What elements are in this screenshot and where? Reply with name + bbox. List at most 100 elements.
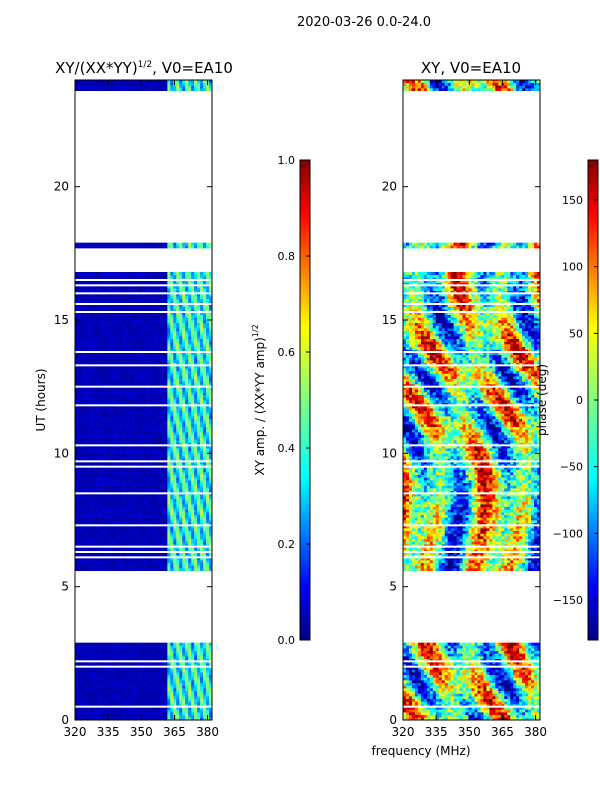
heatmap-cell (98, 688, 103, 692)
heatmap-cell (125, 488, 129, 492)
heatmap-cell (146, 445, 150, 449)
heatmap-cell (101, 434, 106, 438)
heatmap-cell (140, 429, 144, 433)
heatmap-cell (101, 538, 106, 542)
heatmap-cell (191, 690, 195, 694)
heatmap-cell (158, 485, 162, 489)
heatmap-cell (80, 650, 85, 654)
heatmap-cell (209, 693, 212, 697)
heatmap-cell (86, 405, 91, 409)
heatmap-cell (200, 653, 204, 657)
heatmap-cell (89, 362, 94, 366)
heatmap-cell (194, 488, 198, 492)
heatmap-cell (200, 450, 204, 454)
heatmap-cell (143, 538, 147, 542)
heatmap-cell (209, 362, 212, 366)
heatmap-cell (170, 525, 174, 529)
heatmap-cell (158, 677, 162, 681)
heatmap-cell (113, 357, 118, 361)
heatmap-cell (104, 666, 109, 670)
heatmap-cell (98, 525, 103, 529)
heatmap-cell (107, 488, 112, 492)
heatmap-cell (125, 520, 129, 524)
heatmap-cell (80, 373, 85, 377)
heatmap-cell (101, 525, 106, 529)
heatmap-cell (209, 448, 212, 452)
heatmap-cell (140, 698, 144, 702)
heatmap-cell (209, 386, 212, 390)
heatmap-cell (155, 437, 159, 441)
heatmap-cell (176, 368, 180, 372)
heatmap-cell (167, 400, 171, 404)
heatmap-cell (206, 685, 210, 689)
heatmap-cell (161, 645, 165, 649)
heatmap-cell (116, 400, 121, 404)
heatmap-cell (86, 656, 91, 660)
heatmap-cell (164, 485, 168, 489)
heatmap-cell (152, 565, 156, 569)
heatmap-cell (107, 440, 112, 444)
heatmap-cell (197, 666, 201, 670)
heatmap-cell (86, 490, 91, 494)
heatmap-cell (116, 493, 121, 497)
heatmap-cell (188, 658, 192, 662)
heatmap-cell (194, 568, 198, 572)
heatmap-cell (140, 466, 144, 470)
heatmap-cell (185, 498, 189, 502)
heatmap-cell (137, 450, 141, 454)
heatmap-cell (86, 466, 91, 470)
heatmap-cell (152, 477, 156, 481)
heatmap-cell (146, 456, 150, 460)
heatmap-cell (188, 384, 192, 388)
heatmap-cell (101, 501, 106, 505)
heatmap-cell (170, 544, 174, 548)
heatmap-cell (206, 525, 210, 529)
heatmap-cell (173, 413, 177, 417)
heatmap-cell (134, 373, 138, 377)
heatmap-cell (170, 488, 174, 492)
heatmap-cell (149, 514, 153, 518)
heatmap-cell (209, 456, 212, 460)
heatmap-cell (149, 688, 153, 692)
heatmap-cell (128, 648, 132, 652)
heatmap-cell (161, 360, 165, 364)
heatmap-cell (170, 426, 174, 430)
heatmap-cell (179, 672, 183, 676)
heatmap-cell (191, 674, 195, 678)
heatmap-cell (152, 418, 156, 422)
heatmap-cell (146, 488, 150, 492)
heatmap-cell (119, 709, 123, 713)
heatmap-cell (83, 477, 88, 481)
heatmap-cell (122, 376, 126, 380)
heatmap-cell (164, 552, 168, 556)
heatmap-cell (188, 701, 192, 705)
heatmap-cell (170, 645, 174, 649)
heatmap-cell (191, 381, 195, 385)
heatmap-cell (143, 416, 147, 420)
heatmap-cell (197, 658, 201, 662)
heatmap-cell (95, 666, 100, 670)
heatmap-cell (80, 562, 85, 566)
heatmap-cell (176, 522, 180, 526)
heatmap-cell (122, 418, 126, 422)
heatmap-cell (131, 693, 135, 697)
heatmap-cell (95, 656, 100, 660)
heatmap-cell (197, 498, 201, 502)
heatmap-cell (209, 552, 212, 556)
heatmap-cell (83, 701, 88, 705)
heatmap-cell (140, 434, 144, 438)
heatmap-cell (131, 357, 135, 361)
heatmap-cell (158, 442, 162, 446)
heatmap-cell (113, 453, 118, 457)
heatmap-cell (134, 370, 138, 374)
heatmap-cell (116, 466, 121, 470)
heatmap-cell (89, 378, 94, 382)
heatmap-cell (155, 546, 159, 550)
heatmap-cell (119, 506, 123, 510)
heatmap-cell (116, 386, 121, 390)
heatmap-cell (101, 437, 106, 441)
heatmap-cell (131, 453, 135, 457)
heatmap-cell (182, 549, 186, 553)
heatmap-cell (191, 682, 195, 686)
heatmap-cell (110, 381, 115, 385)
